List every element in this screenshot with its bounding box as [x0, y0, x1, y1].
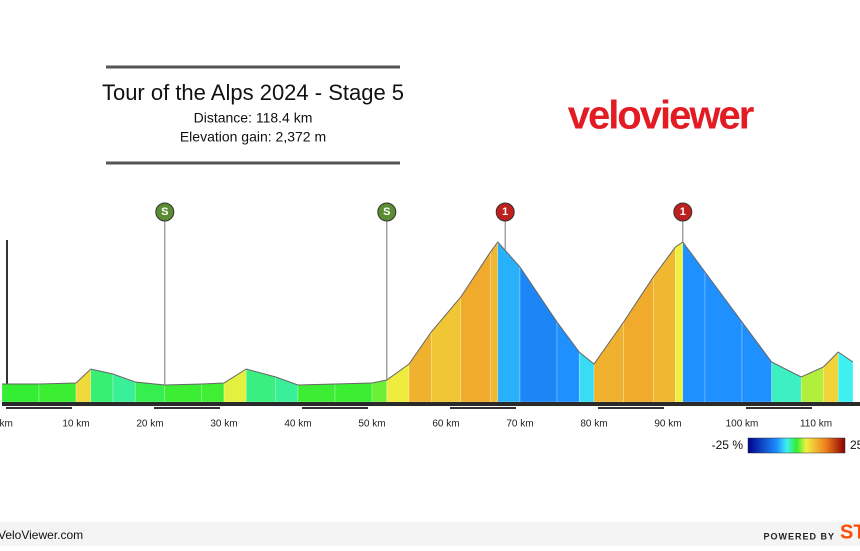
gradient-scale: [747, 437, 846, 454]
x-tick-label: 90 km: [654, 419, 681, 430]
x-tick-label: 40 km: [284, 419, 311, 430]
marker-badge: [155, 202, 175, 222]
marker-label: S: [161, 206, 168, 218]
profile-segment: [371, 379, 388, 403]
x-tick-label: 70 km: [506, 419, 533, 430]
x-tick-label: 20 km: [136, 419, 163, 430]
x-tick-label: 80 km: [580, 419, 607, 430]
brand-logo: veloviewer: [568, 94, 754, 138]
marker-badge: [673, 202, 693, 222]
x-tick-label: 110 km: [800, 419, 832, 430]
profile-segment: [38, 382, 77, 403]
marker-label: 1: [680, 206, 686, 218]
x-tick-label: 30 km: [210, 419, 237, 430]
profile-segment: [490, 241, 499, 403]
footer-bar: [0, 522, 860, 546]
subtitle: Elevation gain: 2,372 m: [180, 129, 326, 145]
marker-label: S: [383, 206, 390, 218]
legend-min: -25 %: [712, 438, 744, 452]
x-tick-label: 0 km: [0, 419, 13, 430]
x-tick-label: 10 km: [62, 419, 89, 430]
legend-max: 25: [850, 438, 860, 452]
footer-logo: ST: [840, 521, 860, 543]
profile-segment: [334, 382, 373, 403]
marker-label: 1: [502, 206, 508, 218]
subtitle: Distance: 118.4 km: [194, 110, 313, 126]
x-tick-label: 100 km: [726, 419, 759, 430]
profile-segment: [90, 368, 114, 403]
marker-badge: [377, 202, 397, 222]
profile-segment: [201, 382, 225, 403]
profile-segment: [297, 383, 336, 403]
x-tick-label: 50 km: [358, 419, 385, 430]
profile-segment: [1, 383, 40, 403]
marker-badge: [495, 202, 515, 222]
chart-title: Tour of the Alps 2024 - Stage 5: [102, 80, 404, 105]
x-tick-label: 60 km: [432, 419, 459, 430]
profile-segment: [497, 241, 521, 403]
footer-left: VeloViewer.com: [0, 528, 83, 542]
profile-segment: [675, 241, 684, 403]
footer-right: POWERED BY: [763, 531, 835, 541]
profile-line: [2, 241, 854, 386]
profile-segment: [164, 383, 203, 403]
